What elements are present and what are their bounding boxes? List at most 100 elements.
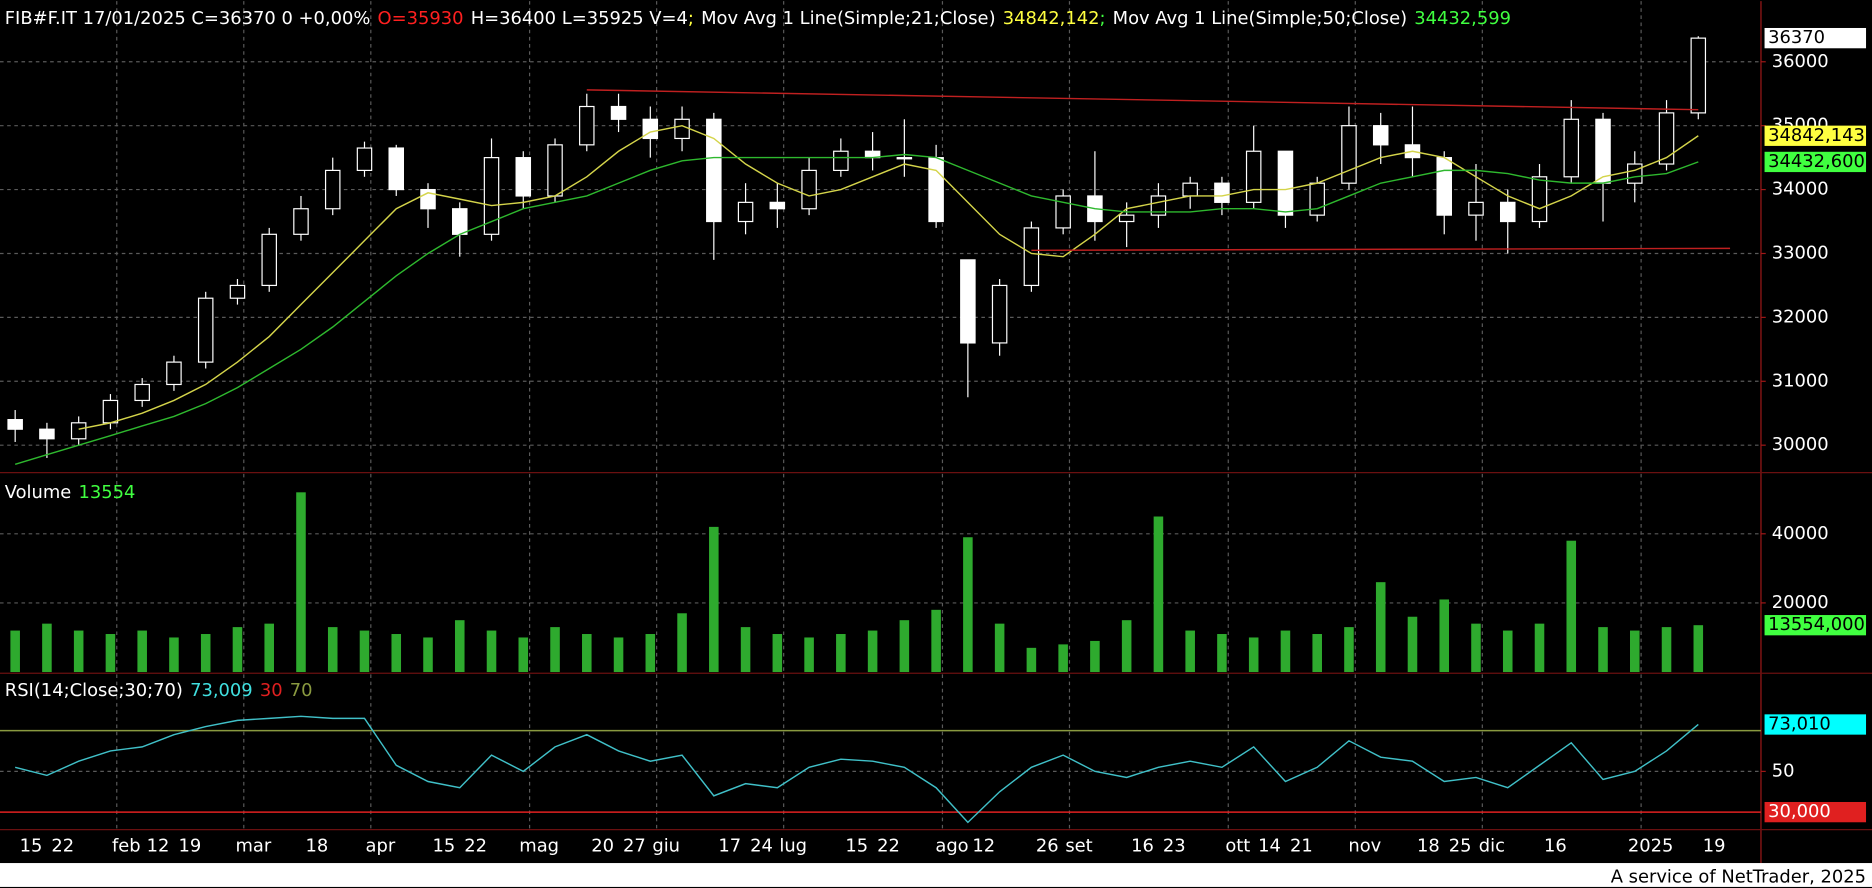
candle-body [674, 118, 690, 140]
x-tick-label: 22 [464, 835, 487, 856]
candle-body [293, 208, 309, 235]
header-part: H=36400 L=35925 V=4 [471, 8, 688, 29]
volume-bar [709, 526, 719, 673]
candle-body [197, 297, 214, 363]
candle-body [388, 147, 405, 191]
volume-bar [42, 623, 52, 673]
candle-body [229, 284, 246, 299]
header-part: ; [688, 8, 694, 29]
header-part: ; [1099, 8, 1105, 29]
volume-bar [264, 623, 274, 673]
candle-body [579, 105, 595, 146]
candle-body [1182, 182, 1198, 197]
y-tick-label: 30000 [1772, 434, 1829, 455]
panel-header: RSI(14;Close;30;70) 73,009 30 70 [5, 680, 313, 701]
volume-bar [1344, 627, 1354, 673]
last-rsi-label: 73,010 [1768, 713, 1831, 734]
candle-body [483, 157, 500, 235]
header-part: O=35930 [378, 8, 464, 29]
volume-bar [1598, 627, 1608, 673]
x-tick-label: 20 [591, 835, 614, 856]
volume-bar [1026, 647, 1037, 673]
x-tick-label: apr [366, 835, 396, 856]
ma-axis-label-box [1764, 151, 1867, 173]
volume-bar [73, 630, 84, 673]
x-tick-label: 2025 [1628, 835, 1674, 856]
x-tick-label: 15 [845, 835, 868, 856]
volume-bar [1058, 644, 1068, 673]
volume-bar [645, 634, 656, 673]
x-tick-label: mag [519, 835, 559, 856]
candle-body [991, 284, 1008, 344]
y-tick-label: 36000 [1772, 51, 1829, 72]
volume-bar [1566, 540, 1577, 673]
volume-bar [550, 627, 560, 673]
header-part: Volume [5, 482, 72, 503]
header-part: 73,009 [190, 680, 253, 701]
header-part: Mov Avg 1 Line(Simple;50;Close) [1113, 8, 1407, 29]
candle-body [515, 157, 532, 197]
volume-bar [1375, 582, 1386, 673]
x-tick-label: set [1065, 835, 1092, 856]
x-tick-label: 15 [20, 835, 43, 856]
header-part: 70 [290, 680, 313, 701]
candle-body [1690, 37, 1707, 114]
last-volume-label: 13554,000 [1768, 614, 1865, 635]
footer-bar [0, 863, 1872, 887]
volume-bar [1630, 630, 1640, 673]
volume-bar [1693, 625, 1704, 673]
candle-body [1150, 195, 1167, 216]
candle-body [1658, 112, 1675, 165]
volume-bar [518, 637, 529, 673]
volume-bar [613, 637, 624, 673]
volume-bar [232, 627, 243, 673]
volume-bar [899, 620, 910, 673]
volume-bar [327, 627, 338, 673]
candle-body [7, 419, 23, 430]
panel-header: FIB#F.IT 17/01/2025 C=36370 0 +0,00% O=35… [5, 8, 1511, 29]
x-tick-label: 27 [623, 835, 646, 856]
volume-bar [867, 630, 878, 673]
trendline [586, 89, 1699, 111]
volume-bar [677, 613, 687, 673]
x-tick-label: 23 [1163, 835, 1186, 856]
last-rsi-label-box [1764, 714, 1867, 735]
y-tick-label: 50 [1772, 760, 1795, 781]
rsi-line [14, 715, 1699, 824]
footer: A service of NetTrader, 2025 [1611, 866, 1866, 887]
volume-bar [1502, 630, 1513, 673]
candle-body [1627, 163, 1643, 184]
candle-body [1341, 125, 1357, 184]
y-tick-label: 31000 [1772, 370, 1829, 391]
candle-body [706, 118, 722, 223]
x-tick-label: 21 [1290, 835, 1313, 856]
x-tick-label: 24 [750, 835, 773, 856]
volume-bar [740, 627, 751, 673]
candle-body [261, 233, 277, 287]
volume-bar [359, 630, 370, 673]
ma-axis-label-box [1764, 125, 1867, 146]
y-tick-label: 32000 [1772, 306, 1829, 327]
volume-bar [1280, 630, 1291, 673]
volume-bar [1217, 634, 1227, 673]
candle-body [1277, 150, 1294, 216]
trendline [1031, 247, 1731, 251]
panel-header: Volume 13554 [5, 482, 136, 503]
candle-body [1245, 150, 1262, 203]
ma-axis-label: 34842,143 [1768, 125, 1865, 146]
candle-body [1436, 157, 1452, 216]
last-price-label-box [1764, 27, 1867, 49]
candle-body [1023, 227, 1040, 287]
volume-bar [1312, 634, 1322, 673]
header-part: 13554 [78, 482, 135, 503]
volume-bar [1090, 640, 1100, 673]
x-tick-label: 22 [51, 835, 74, 856]
x-tick-label: 22 [877, 835, 900, 856]
header-part: Mov Avg 1 Line(Simple;21;Close) [701, 8, 995, 29]
x-tick-label: 25 [1449, 835, 1472, 856]
candle-body [960, 259, 976, 344]
level-label-box [1764, 801, 1867, 823]
x-tick-label: feb [112, 835, 141, 856]
